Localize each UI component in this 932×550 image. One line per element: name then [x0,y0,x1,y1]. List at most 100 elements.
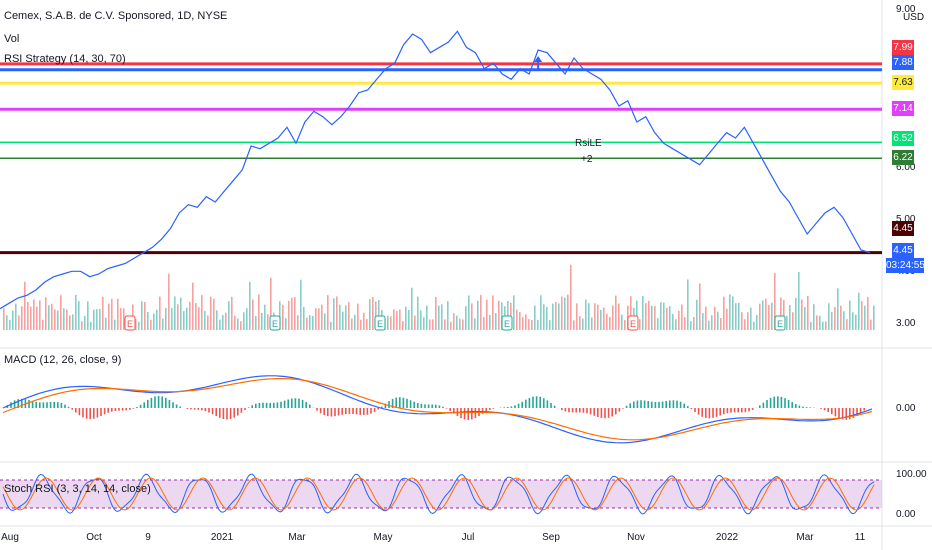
macd-histogram-bar [186,408,189,409]
volume-bar [822,321,824,330]
volume-bar [39,300,41,330]
price-series-line[interactable] [0,30,871,310]
volume-bar [570,264,572,330]
macd-histogram-bar [769,397,772,408]
earnings-marker-icon[interactable] [774,315,786,331]
volume-bar [219,319,221,330]
volume-bar [717,311,719,330]
macd-histogram-bar [370,408,372,414]
stoch-axis-tick: 100.00 [896,469,927,480]
macd-histogram-bar [330,408,333,417]
earnings-marker-icon[interactable] [501,315,513,331]
macd-histogram-bar [838,408,840,419]
volume-bar [48,305,50,330]
volume-bar [765,298,767,330]
macd-histogram-bar [197,408,199,410]
earnings-marker-text: E [272,319,278,329]
strategy-label: RSI Strategy (14, 30, 70) [4,53,126,65]
volume-bar [438,305,440,330]
macd-histogram-bar [676,400,678,408]
macd-histogram-bar [413,401,415,408]
macd-histogram-bar [762,402,765,408]
macd-histogram-bar [82,408,84,418]
macd-histogram-bar [363,408,365,415]
volume-bar [453,313,455,330]
macd-histogram-bar [301,399,304,408]
price-tag: 7.99 [892,40,914,55]
volume-bar [546,307,548,330]
volume-bar [42,319,44,330]
macd-histogram-bar [305,401,307,408]
macd-histogram-bar [780,396,783,408]
volume-bar [84,315,86,330]
macd-histogram-bar [31,400,34,408]
price-tag: 7.14 [892,101,914,116]
volume-bar [741,312,743,330]
volume-bar [3,308,5,330]
volume-bar [786,315,788,330]
macd-histogram-bar [820,408,822,409]
earnings-marker-icon[interactable] [269,315,281,331]
volume-bar [330,321,332,330]
macd-histogram-bar [672,400,675,408]
volume-bar [417,296,419,330]
volume-bar [657,318,659,330]
volume-bar [111,298,113,330]
macd-histogram-bar [60,403,63,408]
volume-bar [468,295,470,330]
volume-bar [315,308,317,330]
macd-histogram-bar [561,408,563,411]
volume-bar [291,297,293,330]
macd-histogram-bar [28,399,30,408]
volume-bar [501,302,503,330]
macd-histogram-bar [723,408,725,415]
macd-histogram-bar [222,408,225,420]
volume-bar [471,303,473,330]
volume-bar [846,319,848,330]
volume-bar [333,298,335,330]
price-tag: 03:24:55 [886,258,925,273]
macd-histogram-bar [741,408,743,413]
macd-histogram-bar [136,406,138,408]
volume-bar [555,302,557,330]
volume-bar [666,307,668,330]
volume-bar [444,319,446,330]
chart-title: Cemex, S.A.B. de C.V. Sponsored, 1D, NYS… [4,10,228,22]
time-axis-tick: Mar [288,532,306,543]
macd-histogram-bar [859,408,862,414]
volume-bar [609,316,611,330]
volume-bar [24,281,26,330]
macd-histogram-bar [759,405,761,408]
volume-bar [408,309,410,330]
price-tag: 6.52 [892,131,914,146]
macd-histogram-bar [568,408,570,413]
volume-bar [648,300,650,330]
earnings-marker-icon[interactable] [627,315,639,331]
macd-histogram-bar [795,403,797,408]
macd-histogram-bar [546,400,549,408]
volume-bar [390,316,392,330]
volume-bar [339,304,341,330]
volume-bar [198,307,200,330]
volume-bar [522,317,524,330]
earnings-marker-icon[interactable] [124,315,136,331]
volume-bar [597,304,599,330]
volume-bar [855,314,857,330]
volume-bar [672,313,674,330]
macd-histogram-bar [424,404,426,408]
volume-bar [843,311,845,330]
volume-bar [810,321,812,330]
earnings-marker-icon[interactable] [374,315,386,331]
macd-histogram-bar [280,401,282,408]
volume-bar [75,294,77,330]
macd-histogram-bar [348,408,351,414]
volume-bar [261,313,263,330]
stoch-rsi-label: Stoch RSI (3, 3, 14, 14, close) [4,483,151,495]
volume-bar [87,301,89,330]
macd-histogram-bar [179,406,181,408]
price-tag: 7.63 [892,75,914,90]
volume-bar [615,295,617,330]
volume-bar [738,302,740,330]
macd-histogram-bar [615,408,617,415]
